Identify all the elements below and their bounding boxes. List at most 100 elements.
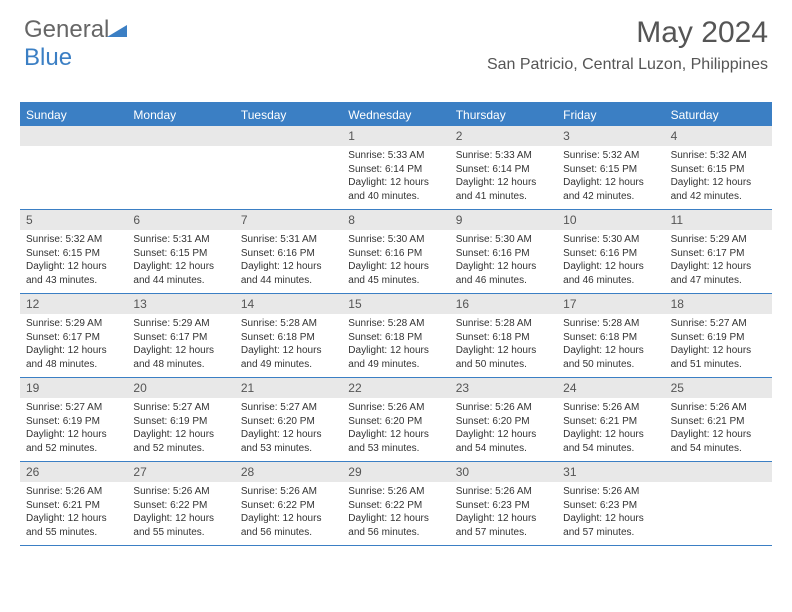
daylight-line: Daylight: 12 hours and 55 minutes. bbox=[26, 512, 121, 539]
sunrise-line: Sunrise: 5:31 AM bbox=[133, 233, 228, 247]
day-number: 8 bbox=[342, 210, 449, 230]
day-cell: 27Sunrise: 5:26 AMSunset: 6:22 PMDayligh… bbox=[127, 462, 234, 545]
day-body: Sunrise: 5:26 AMSunset: 6:20 PMDaylight:… bbox=[342, 398, 449, 461]
day-body: Sunrise: 5:26 AMSunset: 6:22 PMDaylight:… bbox=[127, 482, 234, 545]
dow-cell: Friday bbox=[557, 104, 664, 126]
day-cell bbox=[665, 462, 772, 545]
sunset-line: Sunset: 6:15 PM bbox=[671, 163, 766, 177]
day-body bbox=[127, 146, 234, 202]
daylight-line: Daylight: 12 hours and 46 minutes. bbox=[563, 260, 658, 287]
day-body: Sunrise: 5:27 AMSunset: 6:19 PMDaylight:… bbox=[127, 398, 234, 461]
sunrise-line: Sunrise: 5:29 AM bbox=[133, 317, 228, 331]
day-cell: 11Sunrise: 5:29 AMSunset: 6:17 PMDayligh… bbox=[665, 210, 772, 293]
day-number: 15 bbox=[342, 294, 449, 314]
day-body: Sunrise: 5:27 AMSunset: 6:19 PMDaylight:… bbox=[20, 398, 127, 461]
day-body: Sunrise: 5:27 AMSunset: 6:20 PMDaylight:… bbox=[235, 398, 342, 461]
daylight-line: Daylight: 12 hours and 54 minutes. bbox=[671, 428, 766, 455]
day-number: 4 bbox=[665, 126, 772, 146]
daylight-line: Daylight: 12 hours and 53 minutes. bbox=[348, 428, 443, 455]
daylight-line: Daylight: 12 hours and 45 minutes. bbox=[348, 260, 443, 287]
sunrise-line: Sunrise: 5:29 AM bbox=[26, 317, 121, 331]
sunrise-line: Sunrise: 5:26 AM bbox=[133, 485, 228, 499]
day-body: Sunrise: 5:26 AMSunset: 6:23 PMDaylight:… bbox=[557, 482, 664, 545]
sunset-line: Sunset: 6:23 PM bbox=[456, 499, 551, 513]
daylight-line: Daylight: 12 hours and 54 minutes. bbox=[456, 428, 551, 455]
day-cell: 5Sunrise: 5:32 AMSunset: 6:15 PMDaylight… bbox=[20, 210, 127, 293]
daylight-line: Daylight: 12 hours and 42 minutes. bbox=[563, 176, 658, 203]
sunrise-line: Sunrise: 5:31 AM bbox=[241, 233, 336, 247]
day-cell: 28Sunrise: 5:26 AMSunset: 6:22 PMDayligh… bbox=[235, 462, 342, 545]
sunrise-line: Sunrise: 5:26 AM bbox=[563, 401, 658, 415]
day-cell: 31Sunrise: 5:26 AMSunset: 6:23 PMDayligh… bbox=[557, 462, 664, 545]
logo-text-1: General bbox=[24, 16, 109, 43]
week-row: 19Sunrise: 5:27 AMSunset: 6:19 PMDayligh… bbox=[20, 378, 772, 462]
day-cell: 20Sunrise: 5:27 AMSunset: 6:19 PMDayligh… bbox=[127, 378, 234, 461]
day-body: Sunrise: 5:31 AMSunset: 6:15 PMDaylight:… bbox=[127, 230, 234, 293]
day-body: Sunrise: 5:33 AMSunset: 6:14 PMDaylight:… bbox=[450, 146, 557, 209]
day-body bbox=[20, 146, 127, 202]
day-number: 26 bbox=[20, 462, 127, 482]
sunrise-line: Sunrise: 5:29 AM bbox=[671, 233, 766, 247]
logo: General Blue bbox=[24, 16, 129, 72]
sunrise-line: Sunrise: 5:32 AM bbox=[26, 233, 121, 247]
sunset-line: Sunset: 6:22 PM bbox=[241, 499, 336, 513]
daylight-line: Daylight: 12 hours and 50 minutes. bbox=[563, 344, 658, 371]
day-number: 6 bbox=[127, 210, 234, 230]
sunset-line: Sunset: 6:16 PM bbox=[456, 247, 551, 261]
day-cell bbox=[127, 126, 234, 209]
day-number: 24 bbox=[557, 378, 664, 398]
day-number: 14 bbox=[235, 294, 342, 314]
day-number: 7 bbox=[235, 210, 342, 230]
sunset-line: Sunset: 6:15 PM bbox=[26, 247, 121, 261]
day-body: Sunrise: 5:31 AMSunset: 6:16 PMDaylight:… bbox=[235, 230, 342, 293]
sunset-line: Sunset: 6:17 PM bbox=[671, 247, 766, 261]
day-cell: 12 Sunrise: 5:29 AMSunset: 6:17 PMDayligh… bbox=[20, 294, 127, 377]
sunrise-line: Sunrise: 5:26 AM bbox=[348, 401, 443, 415]
daylight-line: Daylight: 12 hours and 56 minutes. bbox=[241, 512, 336, 539]
week-row: 1Sunrise: 5:33 AMSunset: 6:14 PMDaylight… bbox=[20, 126, 772, 210]
sunrise-line: Sunrise: 5:32 AM bbox=[563, 149, 658, 163]
sunset-line: Sunset: 6:16 PM bbox=[563, 247, 658, 261]
daylight-line: Daylight: 12 hours and 57 minutes. bbox=[456, 512, 551, 539]
daylight-line: Daylight: 12 hours and 52 minutes. bbox=[133, 428, 228, 455]
daylight-line: Daylight: 12 hours and 48 minutes. bbox=[26, 344, 121, 371]
sunset-line: Sunset: 6:18 PM bbox=[348, 331, 443, 345]
sunset-line: Sunset: 6:17 PM bbox=[26, 331, 121, 345]
day-number: 16 bbox=[450, 294, 557, 314]
header: May 2024 San Patricio, Central Luzon, Ph… bbox=[487, 16, 768, 74]
day-cell: 23Sunrise: 5:26 AMSunset: 6:20 PMDayligh… bbox=[450, 378, 557, 461]
day-number: 29 bbox=[342, 462, 449, 482]
sunset-line: Sunset: 6:18 PM bbox=[456, 331, 551, 345]
day-number: 12 bbox=[20, 294, 127, 314]
day-body: Sunrise: 5:28 AMSunset: 6:18 PMDaylight:… bbox=[450, 314, 557, 377]
day-number: 2 bbox=[450, 126, 557, 146]
daylight-line: Daylight: 12 hours and 48 minutes. bbox=[133, 344, 228, 371]
day-body: Sunrise: 5:29 AMSunset: 6:17 PMDaylight:… bbox=[665, 230, 772, 293]
sunrise-line: Sunrise: 5:26 AM bbox=[456, 485, 551, 499]
sunrise-line: Sunrise: 5:26 AM bbox=[241, 485, 336, 499]
logo-text-2: Blue bbox=[24, 44, 72, 71]
day-number bbox=[665, 462, 772, 482]
sunrise-line: Sunrise: 5:28 AM bbox=[348, 317, 443, 331]
sunrise-line: Sunrise: 5:26 AM bbox=[456, 401, 551, 415]
day-body: Sunrise: 5:30 AMSunset: 6:16 PMDaylight:… bbox=[450, 230, 557, 293]
calendar: SundayMondayTuesdayWednesdayThursdayFrid… bbox=[20, 102, 772, 546]
day-number bbox=[127, 126, 234, 146]
daylight-line: Daylight: 12 hours and 44 minutes. bbox=[133, 260, 228, 287]
day-number: 30 bbox=[450, 462, 557, 482]
sunrise-line: Sunrise: 5:30 AM bbox=[456, 233, 551, 247]
day-number: 1 bbox=[342, 126, 449, 146]
day-cell: 19Sunrise: 5:27 AMSunset: 6:19 PMDayligh… bbox=[20, 378, 127, 461]
daylight-line: Daylight: 12 hours and 52 minutes. bbox=[26, 428, 121, 455]
day-cell: 16Sunrise: 5:28 AMSunset: 6:18 PMDayligh… bbox=[450, 294, 557, 377]
day-number: 21 bbox=[235, 378, 342, 398]
day-cell: 6Sunrise: 5:31 AMSunset: 6:15 PMDaylight… bbox=[127, 210, 234, 293]
sunrise-line: Sunrise: 5:27 AM bbox=[26, 401, 121, 415]
day-number: 10 bbox=[557, 210, 664, 230]
day-number: 5 bbox=[20, 210, 127, 230]
dow-row: SundayMondayTuesdayWednesdayThursdayFrid… bbox=[20, 104, 772, 126]
day-number: 19 bbox=[20, 378, 127, 398]
sunset-line: Sunset: 6:19 PM bbox=[26, 415, 121, 429]
day-number: 11 bbox=[665, 210, 772, 230]
day-number: 18 bbox=[665, 294, 772, 314]
